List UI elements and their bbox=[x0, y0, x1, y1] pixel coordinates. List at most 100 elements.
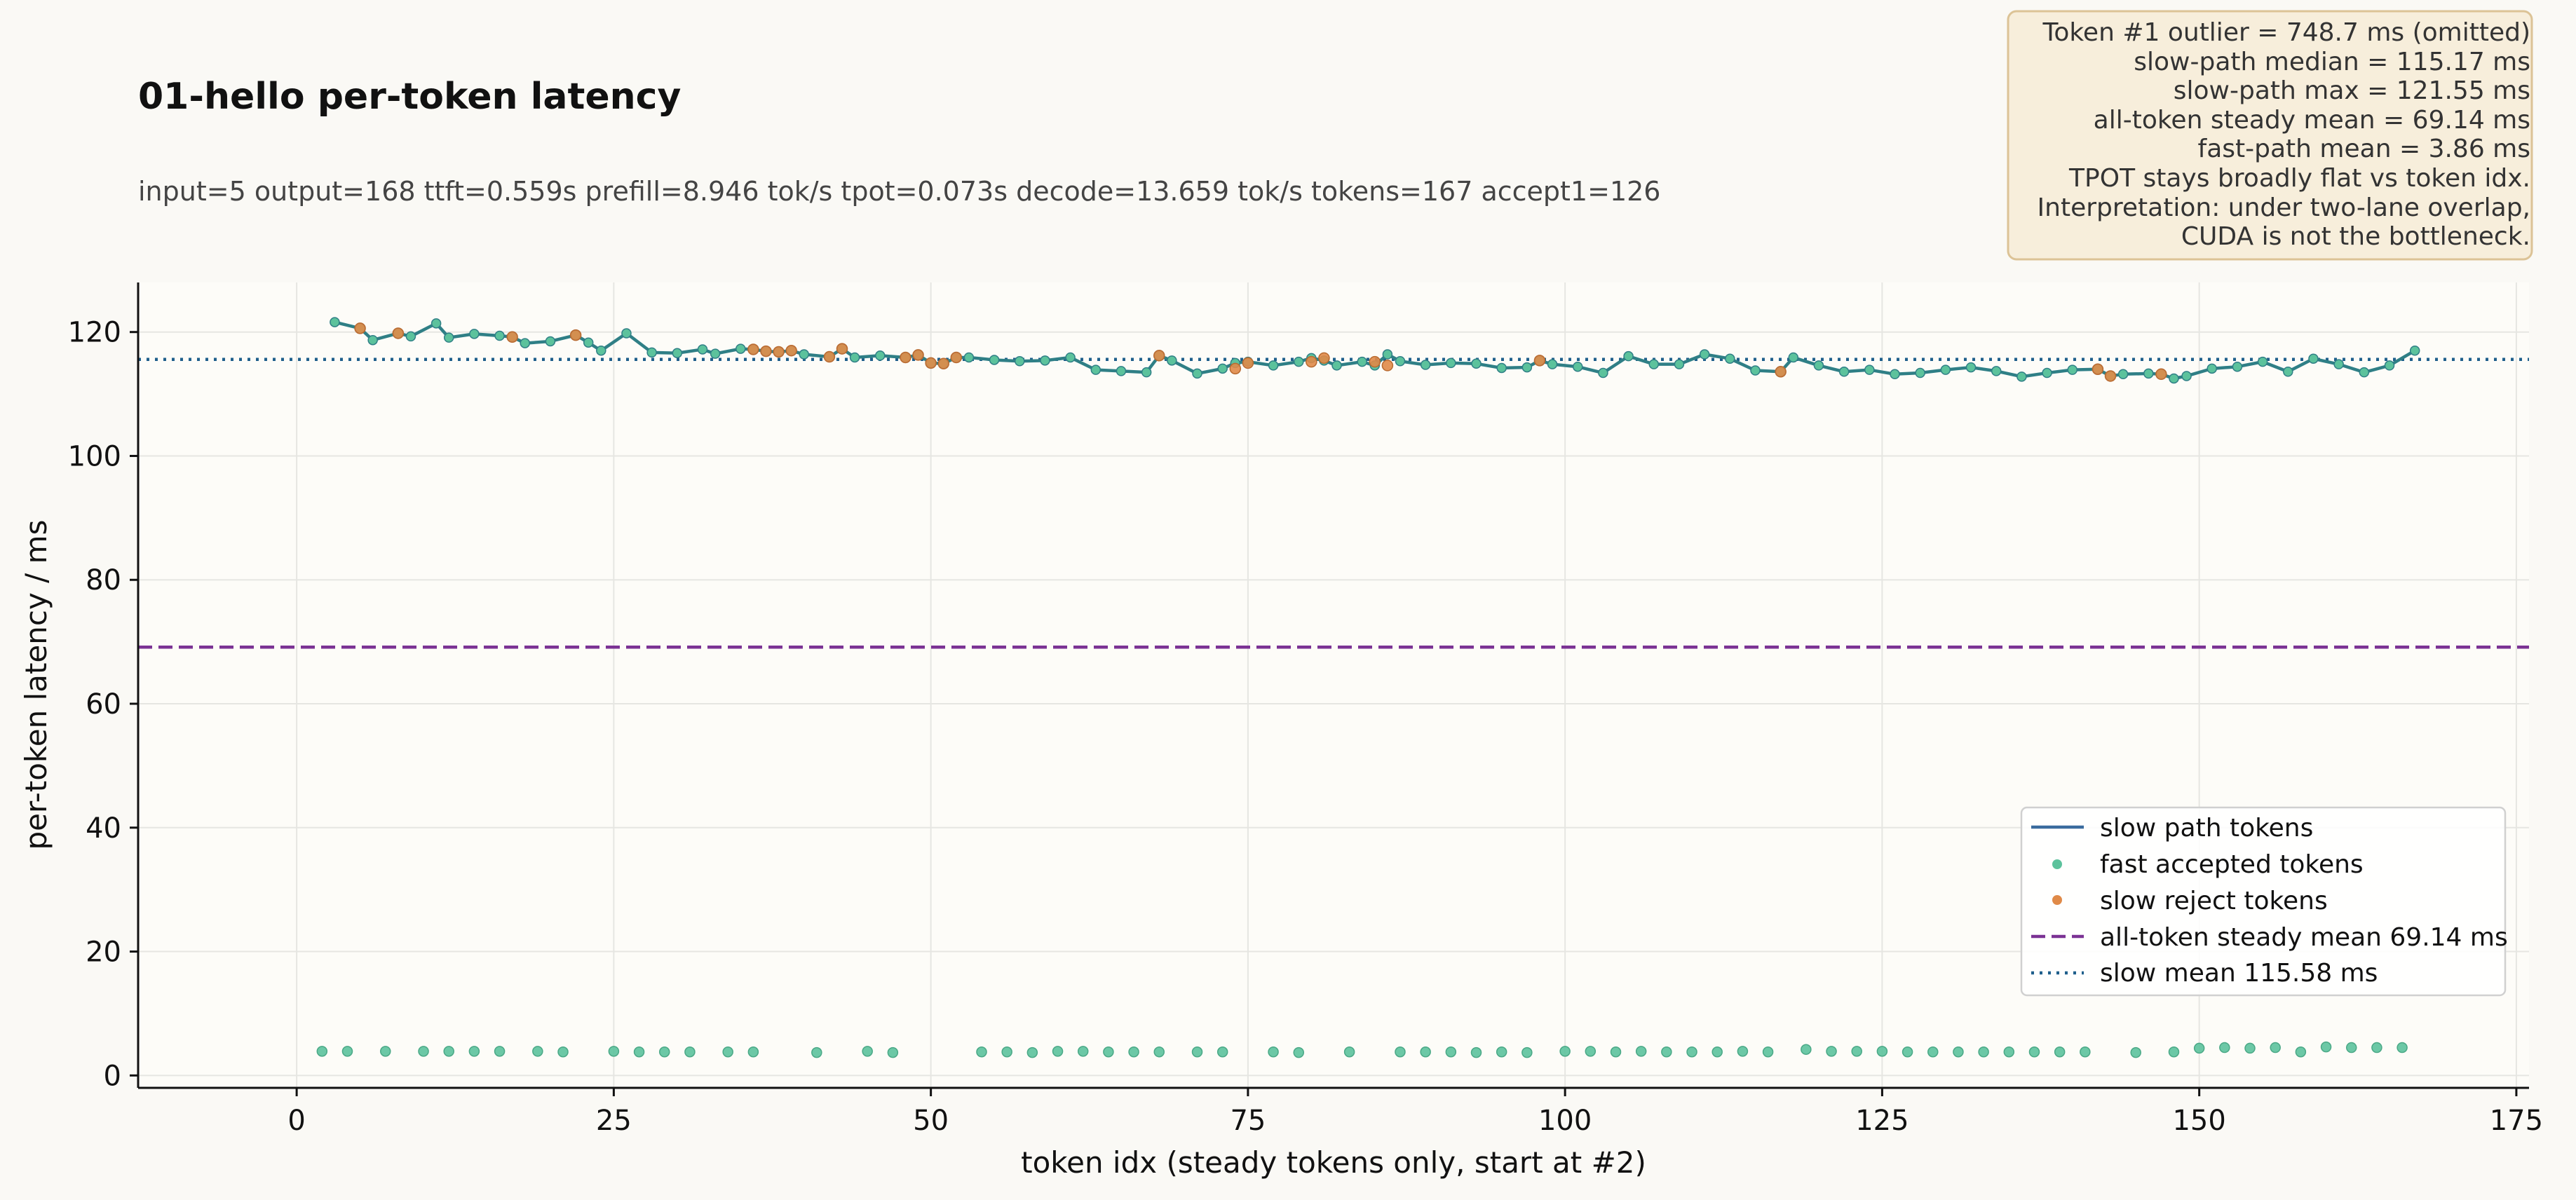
fast-accepted-point bbox=[2193, 1042, 2205, 1054]
x-tick-label: 175 bbox=[2490, 1105, 2543, 1137]
fast-accepted-point bbox=[1521, 1046, 1533, 1058]
fast-accepted-point bbox=[1686, 1046, 1697, 1058]
slow-path-point bbox=[1623, 350, 1634, 362]
slow-path-point bbox=[2232, 361, 2243, 372]
slow-path-point bbox=[405, 331, 416, 342]
annotation-line-2: slow-path median = 115.17 ms bbox=[2134, 48, 2530, 76]
x-tick-label: 125 bbox=[1855, 1105, 1909, 1137]
legend-label-fast-accepted: fast accepted tokens bbox=[2100, 850, 2364, 879]
slow-path-point bbox=[2409, 345, 2420, 356]
slow-path-point bbox=[1725, 353, 1735, 364]
slow-reject-point bbox=[1318, 352, 1330, 364]
x-tick-label: 50 bbox=[913, 1105, 949, 1137]
fast-accepted-point bbox=[1420, 1046, 1431, 1058]
fast-accepted-point bbox=[1496, 1046, 1507, 1058]
fast-accepted-point bbox=[1445, 1046, 1457, 1058]
slow-path-point bbox=[963, 352, 975, 363]
fast-accepted-point bbox=[1343, 1046, 1355, 1058]
slow-reject-point bbox=[1369, 355, 1381, 368]
slow-reject-point bbox=[925, 357, 937, 369]
annotation-line-7: Interpretation: under two-lane overlap, bbox=[2038, 193, 2530, 222]
slow-path-point bbox=[621, 328, 632, 339]
slow-path-point bbox=[1015, 355, 1025, 367]
fast-accepted-point bbox=[1927, 1046, 1939, 1058]
fast-accepted-point bbox=[633, 1046, 645, 1058]
chart-subtitle: input=5 output=168 ttft=0.559s prefill=8… bbox=[138, 176, 1660, 207]
fast-accepted-point bbox=[887, 1046, 899, 1058]
fast-accepted-point bbox=[1268, 1046, 1279, 1058]
slow-path-point bbox=[1965, 362, 1977, 373]
fast-accepted-point bbox=[1470, 1046, 1482, 1058]
fast-accepted-point bbox=[684, 1046, 696, 1058]
fast-accepted-point bbox=[2345, 1042, 2357, 1054]
slow-path-point bbox=[1382, 349, 1393, 360]
slow-path-point bbox=[443, 332, 454, 343]
slow-path-point bbox=[1991, 366, 2002, 376]
fast-accepted-point bbox=[1052, 1046, 1064, 1057]
slow-path-point bbox=[1648, 359, 1660, 369]
ticks: 0 25 50 75 100 125 150 175 0 20 40 60 80 100 120 bbox=[68, 317, 2543, 1137]
slow-reject-point bbox=[1306, 355, 1317, 368]
y-tick-label: 40 bbox=[86, 812, 121, 845]
slow-path-point bbox=[1192, 368, 1202, 379]
slow-path-point bbox=[1065, 352, 1076, 363]
slow-path-point bbox=[1040, 355, 1050, 366]
slow-path-point bbox=[2206, 363, 2217, 374]
slow-reject-point bbox=[950, 351, 963, 364]
y-tick-label: 100 bbox=[68, 440, 121, 472]
slow-path-point bbox=[1268, 360, 1279, 371]
fast-accepted-point bbox=[1001, 1046, 1012, 1058]
fast-accepted-point bbox=[1978, 1046, 1989, 1058]
slow-reject-point bbox=[2155, 368, 2167, 381]
fast-accepted-point bbox=[2320, 1041, 2332, 1053]
fast-accepted-point bbox=[2080, 1046, 2091, 1058]
fast-accepted-point bbox=[316, 1046, 328, 1057]
fast-accepted-point bbox=[862, 1046, 873, 1057]
fast-accepted-point bbox=[722, 1046, 733, 1058]
fast-accepted-point bbox=[468, 1046, 480, 1057]
slow-path-point bbox=[799, 349, 809, 360]
fast-accepted-point bbox=[1293, 1046, 1305, 1058]
fast-accepted-point bbox=[1128, 1046, 1139, 1058]
x-tick-label: 100 bbox=[1538, 1105, 1592, 1137]
slow-path-point bbox=[875, 350, 886, 361]
slow-path-point bbox=[1547, 359, 1558, 369]
slow-reject-point bbox=[2092, 363, 2104, 375]
slow-reject-point bbox=[747, 343, 759, 355]
slow-reject-point bbox=[1153, 350, 1165, 362]
slow-path-point bbox=[2042, 367, 2052, 379]
slow-path-point bbox=[1864, 364, 1875, 375]
slow-reject-point bbox=[2104, 370, 2117, 382]
slow-path-point bbox=[1750, 365, 1761, 376]
slow-reject-point bbox=[1242, 357, 1254, 369]
annotation-line-5: fast-path mean = 3.86 ms bbox=[2198, 135, 2530, 163]
fast-accepted-point bbox=[2054, 1046, 2066, 1058]
fast-accepted-point bbox=[1153, 1046, 1165, 1058]
fast-accepted-point bbox=[1711, 1046, 1723, 1058]
fast-accepted-point bbox=[1103, 1046, 1114, 1058]
fast-accepted-point bbox=[1661, 1046, 1672, 1058]
slow-path-point bbox=[1395, 355, 1406, 367]
y-axis-label: per-token latency / ms bbox=[19, 520, 53, 850]
legend-frame bbox=[2020, 806, 2507, 997]
legend: slow path tokens fast accepted tokens sl… bbox=[2020, 806, 2508, 997]
x-tick-label: 75 bbox=[1230, 1105, 1266, 1137]
slow-path-point bbox=[2359, 367, 2370, 378]
slow-path-point bbox=[1141, 367, 1152, 378]
fast-accepted-point bbox=[532, 1046, 543, 1057]
slow-reject-point bbox=[912, 349, 924, 361]
fast-accepted-point bbox=[1826, 1046, 1837, 1057]
slow-path-point bbox=[1167, 355, 1177, 366]
slow-reject-point bbox=[823, 350, 836, 363]
fast-accepted-point bbox=[976, 1046, 987, 1058]
fast-accepted-point bbox=[1953, 1046, 1964, 1058]
slow-path-point bbox=[849, 352, 860, 363]
y-tick-label: 0 bbox=[104, 1060, 121, 1092]
slow-path-point bbox=[431, 318, 442, 329]
slow-path-point bbox=[2384, 360, 2395, 371]
slow-reject-point bbox=[937, 357, 949, 370]
fast-accepted-point bbox=[2219, 1042, 2230, 1054]
annotation-line-3: slow-path max = 121.55 ms bbox=[2174, 76, 2530, 105]
fast-accepted-point bbox=[1635, 1046, 1647, 1057]
